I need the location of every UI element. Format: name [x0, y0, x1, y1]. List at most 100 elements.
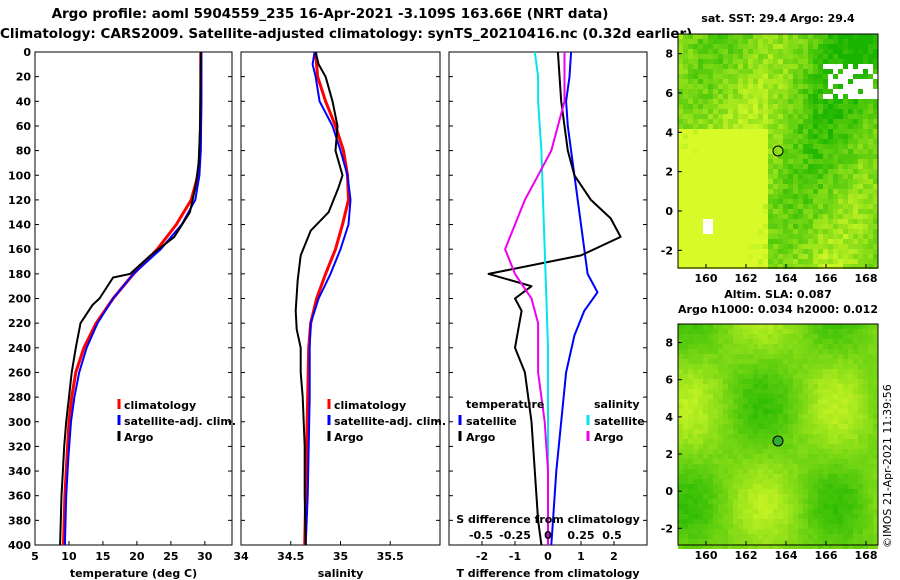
s-diff-xtick-label: 0 [544, 529, 552, 542]
depth-tick-label: 120 [8, 194, 31, 207]
depth-tick-label: 180 [8, 268, 31, 281]
difference-xtick-label: -2 [476, 550, 488, 563]
difference-series-s-satellite [533, 51, 549, 545]
salinity-legend-label: satellite-adj. clim. [334, 415, 446, 428]
temperature-plot-frame [34, 51, 233, 546]
sst-map-title: sat. SST: 29.4 Argo: 29.4 [701, 12, 855, 25]
difference-xtick-label: 1 [577, 550, 585, 563]
difference-xlabel: T difference from climatology [456, 567, 639, 580]
map-ytick-label: 2 [665, 448, 673, 461]
depth-tick-label: 60 [16, 120, 32, 133]
depth-tick-label: 320 [8, 440, 31, 453]
s-diff-xtick-label: 0.25 [567, 529, 594, 542]
salinity-series-satellite-adj-clim- [304, 51, 352, 546]
map-xtick-label: 168 [855, 272, 878, 285]
salinity-xtick-label: 35 [333, 550, 348, 563]
s-diff-xlabel: S difference from climatology [456, 513, 640, 526]
temperature-xtick-label: 15 [95, 550, 110, 563]
depth-tick-label: 0 [23, 46, 31, 59]
depth-tick-label: 300 [8, 416, 31, 429]
depth-tick-label: 100 [8, 169, 31, 182]
map-xtick-label: 164 [775, 549, 798, 562]
map-ytick-label: 8 [665, 337, 673, 350]
argo-position-marker [772, 435, 784, 447]
temperature-legend-title: temperature [466, 398, 544, 411]
map-ytick-label: -2 [661, 244, 673, 257]
depth-tick-label: 200 [8, 293, 31, 306]
difference-xtick-label: 0 [544, 550, 552, 563]
map-xtick-label: 162 [735, 549, 758, 562]
salinity-legend-label: Argo [334, 431, 364, 444]
map-ytick-label: 6 [665, 374, 673, 387]
temperature-legend-label: satellite-adj. clim. [124, 415, 236, 428]
depth-tick-label: 160 [8, 243, 31, 256]
s-diff-xtick-label: 0.5 [602, 529, 622, 542]
t-satellite-legend-label: satellite [466, 415, 517, 428]
sla-map-frame [677, 323, 879, 546]
map-xtick-label: 168 [855, 549, 878, 562]
salinity-xtick-label: 34.5 [277, 550, 304, 563]
depth-tick-label: 340 [8, 465, 31, 478]
map-ytick-label: -2 [661, 522, 673, 535]
salinity-legend-title: salinity [594, 398, 640, 411]
temperature-xtick-label: 5 [31, 550, 39, 563]
map-ytick-label: 4 [665, 126, 673, 139]
temperature-xtick-label: 30 [197, 550, 213, 563]
map-ytick-label: 0 [665, 205, 673, 218]
map-xtick-label: 164 [775, 272, 798, 285]
temperature-legend-label: climatology [124, 399, 196, 412]
map-ytick-label: 6 [665, 87, 673, 100]
map-ytick-label: 4 [665, 411, 673, 424]
salinity-series-climatology [303, 51, 350, 546]
title-line-1: Argo profile: aoml 5904559_235 16-Apr-20… [51, 6, 609, 22]
s-satellite-legend-label: satellite [594, 415, 645, 428]
salinity-xlabel: salinity [318, 567, 364, 580]
map-xtick-label: 166 [815, 272, 838, 285]
t-argo-legend-label: Argo [466, 431, 496, 444]
temperature-xtick-label: 25 [163, 550, 178, 563]
difference-series-t-satellite [550, 51, 599, 546]
depth-tick-label: 360 [8, 490, 31, 503]
map-ytick-label: 8 [665, 48, 673, 61]
s-argo-legend-label: Argo [594, 431, 624, 444]
temperature-legend-label: Argo [124, 431, 154, 444]
depth-tick-label: 40 [16, 95, 32, 108]
difference-xtick-label: 2 [610, 550, 618, 563]
depth-tick-label: 220 [8, 317, 31, 330]
title-line-2: Climatology: CARS2009. Satellite-adjuste… [0, 26, 693, 42]
depth-tick-label: 260 [8, 366, 31, 379]
temperature-series-argo [59, 51, 202, 546]
difference-series-s-argo [504, 52, 566, 545]
depth-tick-label: 80 [16, 145, 32, 158]
depth-tick-label: 280 [8, 391, 31, 404]
temperature-series-satellite-adj-clim- [63, 52, 203, 546]
map-xtick-label: 160 [695, 549, 718, 562]
argo-steric-height: Argo h1000: 0.034 h2000: 0.012 [678, 303, 878, 316]
depth-tick-label: 400 [8, 539, 31, 552]
map-xtick-label: 160 [695, 272, 718, 285]
temperature-xtick-label: 10 [61, 550, 77, 563]
argo-position-marker [772, 145, 784, 157]
map-ytick-label: 0 [665, 485, 673, 498]
depth-tick-label: 20 [16, 71, 32, 84]
salinity-plot-frame [240, 51, 441, 546]
temperature-xlabel: temperature (deg C) [70, 567, 197, 580]
sla-map-field [678, 324, 878, 549]
sst-map-field [678, 34, 878, 269]
salinity-xtick-label: 35.5 [377, 550, 404, 563]
s-diff-xtick-label: -0.5 [469, 529, 493, 542]
difference-xtick-label: -1 [509, 550, 521, 563]
sst-map-frame [677, 33, 879, 269]
difference-series-t-argo [487, 51, 622, 546]
salinity-series-argo [294, 51, 344, 546]
depth-tick-label: 140 [8, 219, 31, 232]
map-ytick-label: 2 [665, 166, 673, 179]
salinity-xtick-label: 34 [233, 550, 249, 563]
s-diff-xtick-label: -0.25 [499, 529, 531, 542]
depth-tick-label: 240 [8, 342, 31, 355]
salinity-legend-label: climatology [334, 399, 406, 412]
sla-map-title: Altim. SLA: 0.087 [724, 288, 832, 301]
map-xtick-label: 166 [815, 549, 838, 562]
map-xtick-label: 162 [735, 272, 758, 285]
